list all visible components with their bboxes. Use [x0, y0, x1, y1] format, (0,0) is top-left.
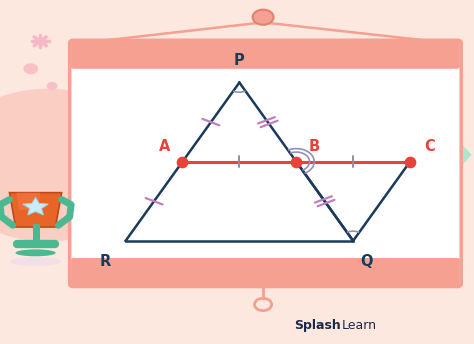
Polygon shape [23, 197, 48, 215]
Circle shape [253, 10, 273, 25]
Text: C: C [425, 139, 435, 154]
Point [292, 159, 300, 164]
Point [179, 159, 186, 164]
Ellipse shape [9, 257, 62, 266]
Text: A: A [159, 139, 170, 154]
FancyBboxPatch shape [70, 40, 461, 287]
Text: Splash: Splash [294, 319, 341, 332]
FancyBboxPatch shape [71, 258, 460, 286]
Polygon shape [425, 130, 471, 180]
Polygon shape [17, 193, 40, 210]
Text: P: P [234, 53, 245, 68]
Text: B: B [309, 139, 320, 154]
Point [406, 159, 414, 164]
Text: R: R [100, 254, 111, 269]
Text: Learn: Learn [341, 319, 376, 332]
Polygon shape [9, 193, 62, 227]
Circle shape [0, 89, 152, 241]
Circle shape [24, 64, 37, 74]
FancyBboxPatch shape [71, 41, 460, 69]
Circle shape [47, 83, 57, 89]
Ellipse shape [15, 249, 56, 256]
Text: Q: Q [360, 254, 373, 269]
